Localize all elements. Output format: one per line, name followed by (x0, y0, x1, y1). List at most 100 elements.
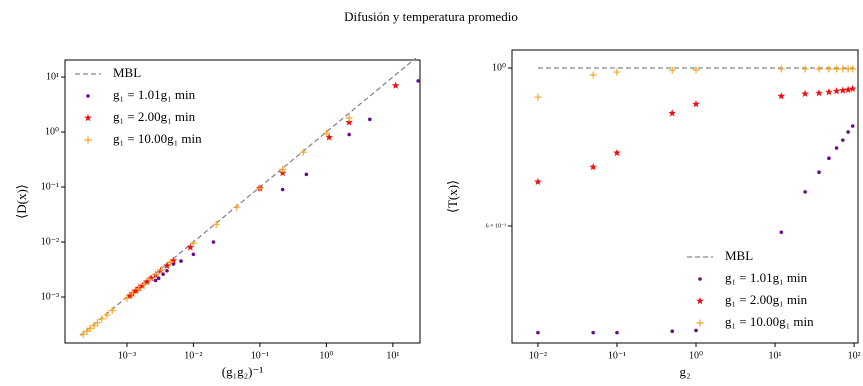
plus (345, 114, 353, 122)
x-tick-label: 10⁻² (529, 350, 547, 361)
star (692, 100, 700, 108)
plus (849, 65, 857, 73)
dot (416, 79, 420, 83)
plus (534, 93, 542, 101)
plus (128, 290, 136, 298)
legend-label: MBL (113, 65, 141, 80)
dot (827, 156, 831, 161)
star (613, 148, 621, 157)
star (131, 286, 140, 295)
dot (779, 230, 784, 235)
legend-marker (86, 94, 90, 98)
x-tick-label: 10⁰ (689, 350, 703, 361)
plus (589, 71, 597, 79)
plus (613, 68, 621, 76)
plus (815, 65, 823, 73)
dot (694, 328, 698, 333)
dot (850, 124, 855, 128)
x-tick-label: 10¹ (386, 350, 399, 361)
star (391, 81, 400, 89)
star (777, 92, 786, 100)
dot (368, 117, 372, 122)
star (143, 277, 151, 285)
figure-title: Difusión y temperatura promedio (344, 9, 518, 24)
dot (670, 329, 675, 333)
plus (233, 203, 241, 211)
plus (152, 270, 160, 278)
star (186, 243, 195, 251)
y-tick-label: 10⁰ (492, 62, 506, 73)
plus (157, 266, 165, 274)
plus (825, 65, 833, 73)
legend-label: g₁ = 1.01g₁ min (725, 270, 808, 285)
star (325, 133, 333, 141)
star (163, 261, 171, 270)
legend-marker (84, 114, 92, 122)
y-tick-label: 10⁻¹ (41, 181, 59, 192)
plus (692, 66, 700, 74)
plus (135, 285, 143, 293)
legend-marker (696, 297, 704, 305)
dot (803, 190, 807, 194)
legend-label: g₁ = 1.01g₁ min (113, 87, 196, 102)
x-tick-label: 10⁰ (319, 350, 333, 361)
legend-label: g₁ = 2.00g₁ min (113, 109, 196, 124)
plus (322, 129, 330, 137)
dot (156, 276, 161, 281)
star (832, 87, 841, 95)
dot (191, 252, 196, 257)
star (534, 177, 542, 186)
y-axis-label: ⟨T(x)⟩ (445, 180, 460, 213)
dot (304, 172, 309, 177)
legend-label: g₁ = 10.00g₁ min (725, 314, 814, 329)
plus (146, 275, 154, 283)
x-tick-label: 10⁻³ (118, 350, 136, 361)
legend-marker (696, 319, 704, 327)
star (345, 118, 353, 126)
y-tick-label: 6 × 10⁻¹ (486, 223, 507, 229)
plus (93, 319, 101, 327)
y-axis-label: ⟨D(x)⟩ (14, 184, 29, 219)
star (138, 281, 147, 290)
star (801, 89, 809, 98)
plus (90, 322, 98, 330)
x-tick-label: 10⁻¹ (251, 350, 269, 361)
plus (668, 66, 676, 74)
x-tick-label: 10⁻² (184, 350, 202, 361)
y-tick-label: 10⁻³ (41, 291, 59, 302)
legend-marker (698, 277, 702, 281)
plus (777, 65, 785, 73)
plot-frame (64, 59, 421, 344)
dot (280, 187, 285, 192)
star (169, 256, 178, 264)
star (844, 85, 852, 94)
x-axis-label: g₂ (679, 364, 690, 379)
plot-frame (511, 49, 859, 344)
legend-label: g₁ = 10.00g₁ min (113, 131, 202, 146)
star (125, 291, 134, 300)
dot (841, 138, 845, 142)
dot (153, 278, 158, 283)
dot (165, 268, 169, 273)
dot (211, 240, 216, 244)
plus (833, 65, 841, 73)
plus (279, 165, 287, 173)
legend-label: g₁ = 2.00g₁ min (725, 292, 808, 307)
star (825, 88, 833, 96)
star (589, 163, 597, 171)
y-tick-label: 10⁰ (45, 126, 59, 137)
dot (347, 132, 351, 137)
plus (123, 294, 131, 302)
y-tick-label: 10⁻² (41, 236, 59, 247)
dot (834, 146, 839, 150)
plus (299, 148, 307, 156)
star (668, 109, 677, 117)
x-tick-label: 10² (848, 350, 861, 361)
star (147, 274, 155, 282)
plus (86, 324, 94, 332)
legend-marker (84, 136, 92, 144)
plus (140, 280, 148, 288)
dot (171, 262, 176, 266)
y-tick-label: 10¹ (46, 71, 59, 82)
